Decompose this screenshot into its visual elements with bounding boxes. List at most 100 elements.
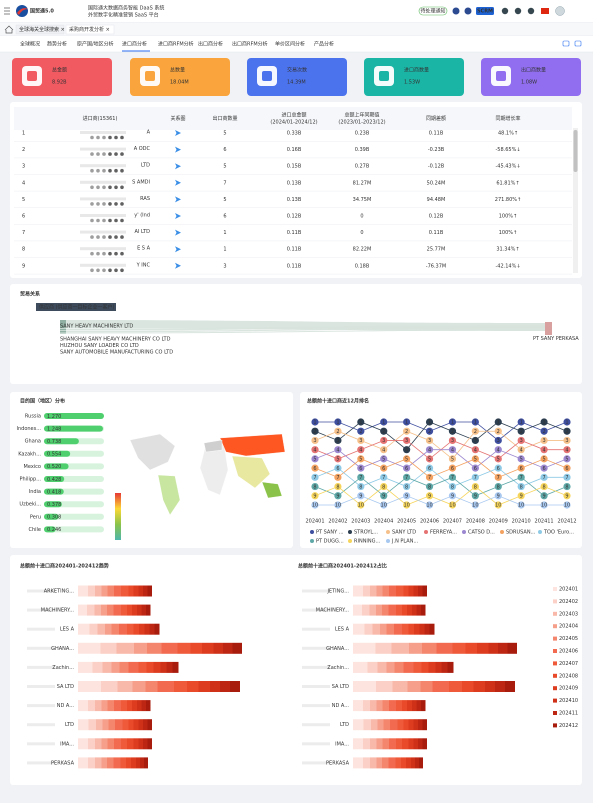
- legend-label[interactable]: J.N PLAN...: [391, 539, 419, 545]
- legend-marker[interactable]: [553, 698, 557, 703]
- legend-label[interactable]: 202401: [559, 587, 578, 593]
- importer-name[interactable]: AI LTD: [135, 229, 151, 235]
- tab-label[interactable]: 全球海关全球搜索 ×: [19, 26, 65, 33]
- legend-label[interactable]: CATSO D...: [468, 530, 495, 536]
- legend-marker[interactable]: [310, 539, 314, 543]
- legend-marker[interactable]: [553, 611, 557, 616]
- importer-name[interactable]: E S A: [137, 246, 151, 252]
- importer-name[interactable]: S AMDI: [132, 179, 150, 185]
- column-header[interactable]: 关系图: [170, 115, 185, 122]
- importer-name[interactable]: A ODC: [134, 146, 151, 152]
- icon-button[interactable]: [514, 7, 522, 15]
- column-header[interactable]: 出口商数量: [212, 115, 237, 122]
- relation-icon[interactable]: [175, 262, 181, 269]
- relation-icon[interactable]: [175, 229, 181, 236]
- tab-label[interactable]: 采购商开发分析 ×: [69, 26, 110, 33]
- column-header[interactable]: 同期差额: [426, 115, 446, 122]
- icon-button[interactable]: [527, 7, 535, 15]
- legend-marker[interactable]: [553, 599, 557, 604]
- nav-item[interactable]: 产品分析: [314, 41, 334, 48]
- home-icon[interactable]: [4, 25, 14, 34]
- bar-segment: [111, 661, 120, 673]
- legend-marker[interactable]: [553, 661, 557, 666]
- legend-marker[interactable]: [553, 711, 557, 715]
- legend-label[interactable]: 202408: [559, 673, 578, 679]
- legend-label[interactable]: 202412: [559, 723, 578, 729]
- legend-marker[interactable]: [386, 530, 390, 534]
- column-header[interactable]: 进口总金额: [281, 112, 306, 119]
- legend-label[interactable]: 202405: [559, 636, 578, 642]
- legend-label[interactable]: 202406: [559, 649, 578, 655]
- icon-button[interactable]: [464, 7, 472, 15]
- legend-marker[interactable]: [348, 530, 352, 534]
- relation-icon[interactable]: [175, 196, 181, 203]
- icon-button[interactable]: [501, 7, 509, 15]
- legend-label[interactable]: 202409: [559, 686, 578, 692]
- category-label: IMA...: [335, 741, 349, 747]
- relation-icon[interactable]: [175, 246, 181, 253]
- legend-label[interactable]: SANY LTD: [392, 530, 416, 536]
- relation-icon[interactable]: [175, 179, 181, 186]
- legend-label[interactable]: 202402: [559, 599, 578, 605]
- nav-item[interactable]: 全球概况: [20, 41, 40, 48]
- column-header[interactable]: 总额上年同期值: [344, 112, 379, 119]
- legend-label[interactable]: STROYL...: [354, 530, 378, 536]
- legend-label[interactable]: 202407: [559, 661, 578, 667]
- legend-label[interactable]: SDRUSAN...: [506, 530, 536, 536]
- legend-marker[interactable]: [553, 649, 557, 653]
- legend-label[interactable]: TOO 'Euro...: [543, 530, 574, 536]
- tab[interactable]: [15, 24, 65, 35]
- icon-button[interactable]: [452, 7, 460, 15]
- relation-icon[interactable]: [175, 146, 181, 153]
- legend-label[interactable]: FERREYA...: [430, 530, 457, 536]
- legend-label[interactable]: PT DUGG...: [316, 539, 344, 545]
- nav-item[interactable]: 单价区间分析: [275, 41, 305, 48]
- flag-icon[interactable]: [541, 8, 549, 14]
- column-header[interactable]: 进口商(15361): [83, 115, 118, 122]
- badge[interactable]: 待处理通知: [420, 8, 445, 15]
- scroll-thumb[interactable]: [573, 130, 578, 172]
- legend-label[interactable]: RINNING...: [354, 539, 381, 545]
- legend-marker[interactable]: [500, 530, 504, 534]
- cell: 5: [223, 164, 226, 170]
- nav-item[interactable]: 出口商分析: [198, 41, 223, 48]
- legend-label[interactable]: 202411: [559, 711, 578, 717]
- legend-marker[interactable]: [553, 686, 557, 691]
- legend-label[interactable]: PT SANY ...: [316, 530, 344, 536]
- relation-icon[interactable]: [175, 130, 181, 136]
- nav-item[interactable]: 出口商RFM分析: [232, 41, 268, 48]
- tool-icon[interactable]: [574, 40, 582, 47]
- legend-marker[interactable]: [553, 624, 557, 629]
- legend-label[interactable]: 202403: [559, 611, 578, 617]
- avatar[interactable]: [555, 6, 565, 16]
- importer-name[interactable]: Y INC: [136, 262, 151, 268]
- tab[interactable]: [65, 24, 115, 35]
- relation-icon[interactable]: [175, 163, 181, 170]
- importer-name[interactable]: RAS: [140, 196, 150, 202]
- legend-marker[interactable]: [348, 539, 352, 543]
- legend-marker[interactable]: [553, 673, 557, 678]
- nav-item[interactable]: 原产国/地区分析: [77, 41, 114, 48]
- importer-name[interactable]: y' (Ind: [134, 213, 150, 219]
- scrm-badge[interactable]: SCRM: [477, 9, 493, 15]
- legend-label[interactable]: 202410: [559, 698, 578, 704]
- column-header[interactable]: 同期增长率: [495, 115, 520, 122]
- legend-marker[interactable]: [553, 587, 557, 591]
- relation-icon[interactable]: [175, 213, 181, 219]
- nav-item[interactable]: 进口商分析: [122, 41, 147, 48]
- importer-name[interactable]: A: [147, 130, 151, 136]
- legend-marker[interactable]: [553, 723, 557, 728]
- nav-item[interactable]: 趋势分析: [47, 41, 67, 48]
- legend-marker[interactable]: [310, 530, 314, 534]
- importer-name[interactable]: LTD: [141, 163, 150, 169]
- legend-marker[interactable]: [462, 530, 466, 534]
- nav-item[interactable]: 进口商RFM分析: [158, 41, 194, 48]
- legend-marker[interactable]: [538, 530, 542, 534]
- tool-icon[interactable]: [562, 40, 570, 47]
- legend-marker[interactable]: [386, 539, 390, 543]
- legend-label[interactable]: 202404: [559, 624, 578, 630]
- legend-marker[interactable]: [553, 636, 557, 641]
- badge-box[interactable]: [418, 6, 448, 16]
- legend-marker[interactable]: [424, 530, 428, 534]
- scrm-box[interactable]: [476, 7, 494, 15]
